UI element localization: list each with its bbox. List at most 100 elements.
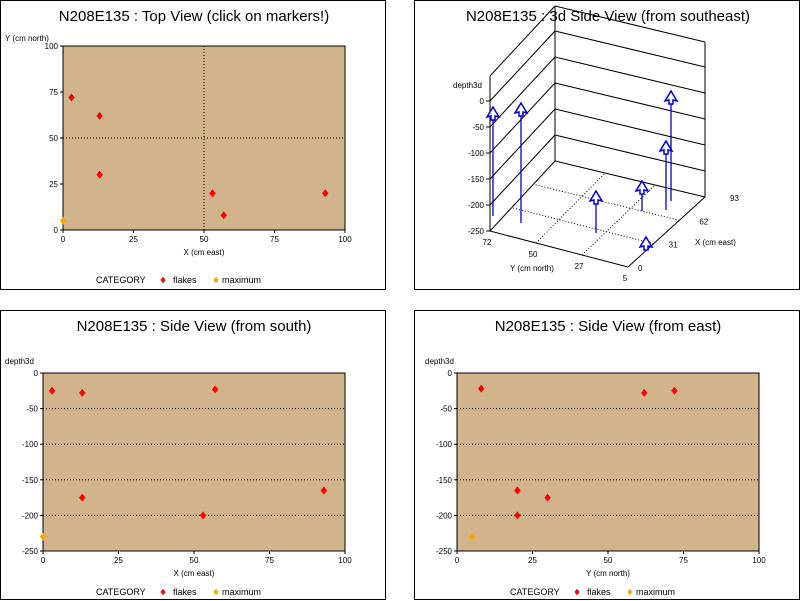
- d3-point-marker-2[interactable]: [588, 189, 604, 205]
- top-title: N208E135 : Top View (click on markers!): [59, 8, 329, 25]
- east-y-tick-label-2: -100: [436, 440, 453, 449]
- top-x-axis-label: X (cm east): [184, 248, 225, 257]
- top-legend-title: CATEGORY: [96, 275, 146, 285]
- top-y-tick-label-3: 75: [49, 88, 58, 97]
- top-flakes-point-4[interactable]: [220, 211, 227, 220]
- south-legend-flakes-marker: [160, 588, 166, 596]
- d3-z-grid-right-2: [554, 82, 706, 120]
- d3-floor-grid-x-1: [533, 183, 680, 221]
- south-flakes-point-2[interactable]: [211, 385, 219, 394]
- east-x-tick-label-1: 25: [528, 556, 537, 565]
- south-title: N208E135 : Side View (from south): [77, 318, 312, 335]
- east-y-tick-label-4: -200: [436, 511, 453, 520]
- d3-point-marker-5[interactable]: [663, 89, 679, 105]
- d3-z-axis-label: depth3d: [453, 81, 482, 90]
- top-x-tick-label-0: 0: [61, 235, 66, 244]
- d3-point-marker-3[interactable]: [634, 179, 650, 195]
- south-flakes-point-0[interactable]: [48, 386, 56, 395]
- d3-z-grid-right-4: [554, 134, 706, 172]
- east-x-tick-label-4: 100: [752, 556, 766, 565]
- top-flakes-point-0[interactable]: [68, 93, 75, 102]
- d3-point-marker-0[interactable]: [485, 105, 501, 121]
- d3-point-marker-1[interactable]: [513, 101, 529, 117]
- south-maximum-point-0[interactable]: [39, 532, 47, 541]
- d3-z-tick-label-4: -200: [468, 201, 485, 210]
- top-flakes-point-5[interactable]: [322, 189, 329, 198]
- east-view-panel: N208E135 : Side View (from east) 0 25 50 75 1…: [414, 310, 800, 600]
- south-flakes-point-1[interactable]: [79, 388, 86, 397]
- south-flakes-point-3[interactable]: [79, 493, 86, 502]
- south-flakes-point-4[interactable]: [199, 511, 207, 520]
- d3-z-grid-left-3: [489, 108, 556, 180]
- d3-z-tick-label-2: -100: [468, 149, 485, 158]
- south-y-axis-label: depth3d: [5, 357, 34, 366]
- d3-y-axis-label: Y (cm north): [510, 264, 554, 273]
- east-x-tick-label-2: 50: [604, 556, 613, 565]
- east-flakes-point-4[interactable]: [514, 511, 521, 520]
- top-view-panel: N208E135 : Top View (click on markers!) 0…: [0, 0, 386, 290]
- south-x-tick-label-4: 100: [338, 556, 352, 565]
- east-y-tick-label-1: -50: [440, 405, 452, 414]
- top-maximum-point-0[interactable]: [59, 216, 67, 225]
- east-y-tick-label-0: 0: [448, 369, 453, 378]
- south-x-tick-label-2: 50: [190, 556, 199, 565]
- top-x-tick-label-1: 25: [129, 235, 138, 244]
- east-flakes-point-1[interactable]: [641, 388, 648, 397]
- top-flakes-point-3[interactable]: [209, 189, 216, 198]
- d3-z-tick-label-1: -50: [472, 123, 484, 132]
- south-y-tick-label-2: -100: [22, 440, 39, 449]
- top-legend-maximum-label: maximum: [222, 275, 261, 285]
- d3-title: N208E135 : 3d Side View (from southeast): [466, 8, 750, 25]
- d3-z-grid-right-0: [554, 30, 706, 68]
- east-x-axis-label: Y (cm north): [586, 569, 630, 578]
- d3-x-tick-label-2: 62: [699, 217, 708, 226]
- d3-z-grid-left-2: [489, 82, 556, 154]
- east-plot-area: [456, 372, 760, 552]
- south-x-tick-label-0: 0: [41, 556, 46, 565]
- east-title: N208E135 : Side View (from east): [495, 318, 722, 335]
- east-maximum-point-0[interactable]: [468, 532, 476, 541]
- d3-z-grid-right-3: [554, 108, 706, 146]
- east-legend-title: CATEGORY: [510, 587, 560, 597]
- east-x-tick-label-0: 0: [455, 556, 460, 565]
- south-legend-maximum-label: maximum: [222, 587, 261, 597]
- east-legend-maximum-label: maximum: [636, 587, 675, 597]
- top-y-tick-label-4: 100: [45, 42, 59, 51]
- top-legend-maximum-marker: [213, 276, 219, 284]
- 3d-view-panel: N208E135 : 3d Side View (from southeast)…: [414, 0, 800, 290]
- east-legend-maximum-marker: [627, 588, 633, 596]
- east-flakes-point-0[interactable]: [477, 384, 485, 393]
- d3-y-tick-label-1: 50: [529, 250, 538, 259]
- d3-z-tick-label-0: 0: [480, 97, 485, 106]
- d3-back-top-edge-left: [489, 5, 556, 77]
- east-y-tick-label-3: -150: [436, 476, 453, 485]
- top-flakes-point-2[interactable]: [96, 170, 103, 179]
- d3-floor-back-right: [554, 160, 706, 198]
- south-x-tick-label-3: 75: [265, 556, 274, 565]
- top-y-tick-label-1: 25: [49, 180, 58, 189]
- top-y-tick-label-0: 0: [54, 226, 59, 235]
- d3-floor-grid-x-0: [511, 207, 654, 245]
- d3-y-tick-label-3: 5: [623, 274, 628, 283]
- d3-z-grid-right-1: [554, 56, 706, 94]
- top-legend-flakes-label: flakes: [173, 275, 197, 285]
- d3-point-marker-6[interactable]: [638, 235, 654, 251]
- d3-y-tick-label-0: 72: [483, 238, 492, 247]
- d3-point-marker-4[interactable]: [658, 139, 674, 155]
- d3-z-grid-left-0: [489, 30, 556, 102]
- south-flakes-point-5[interactable]: [320, 486, 328, 495]
- south-view-panel: N208E135 : Side View (from south) 0 25 50 75…: [0, 310, 386, 600]
- south-y-tick-label-3: -150: [22, 476, 39, 485]
- d3-z-grid-left-4: [489, 134, 556, 206]
- d3-z-tick-label-5: -250: [468, 227, 485, 236]
- top-flakes-point-1[interactable]: [96, 111, 103, 120]
- top-legend-flakes-marker: [160, 276, 166, 284]
- d3-back-top-edge-right: [554, 5, 706, 43]
- south-view-chart: N208E135 : Side View (from south) 0 25 50 75…: [5, 318, 352, 597]
- south-y-tick-label-4: -200: [22, 511, 39, 520]
- east-y-tick-label-5: -250: [436, 547, 453, 556]
- d3-x-axis-label: X (cm east): [695, 238, 736, 247]
- d3-floor-back-left: [489, 160, 556, 232]
- d3-floor-front-left: [489, 230, 629, 268]
- east-view-chart: N208E135 : Side View (from east) 0 25 50 75 1…: [425, 318, 766, 597]
